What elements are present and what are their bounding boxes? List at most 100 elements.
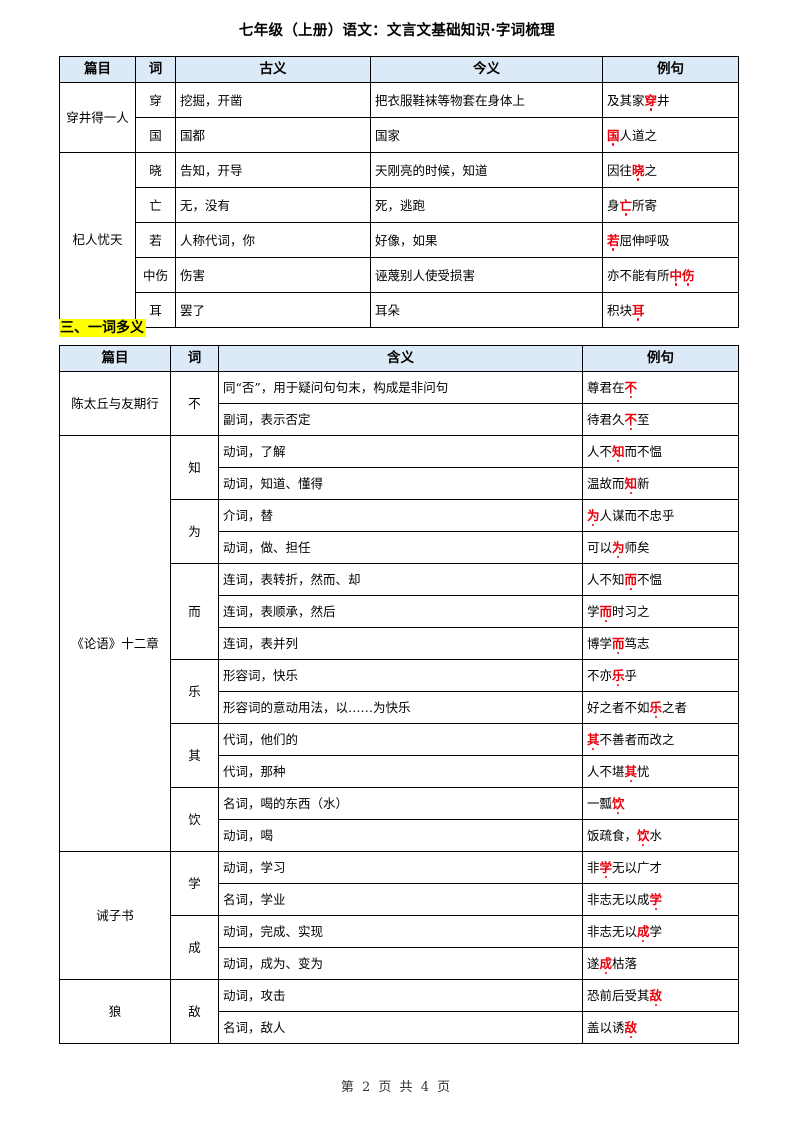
page-title: 七年级（上册）语文：文言文基础知识·字词梳理 [238,22,556,39]
example-sentence-cell: 遂成枯落 [582,947,739,980]
example-prefix: 非志无以 [587,924,638,939]
table-row: 为介词，替 为人谋而不忠乎 [60,499,739,564]
word-cell: 乐 [170,659,219,724]
highlighted-character: 成 [599,956,613,974]
meaning-cell: 连词，表转折，然而、却 [218,563,583,596]
meaning-cell: 代词，他们的 [218,723,583,756]
example-suffix: 学 [649,924,663,939]
table-row: 动词，成为、变为 遂成枯落 [60,947,739,980]
example-prefix: 尊君在 [587,380,625,395]
meaning-cell: 名词，学业 [218,883,583,916]
example-prefix: 盖以诱 [587,1020,625,1035]
th-word-2: 词 [170,345,219,372]
example-suffix: 新 [637,476,650,491]
highlighted-character: 知 [612,444,625,462]
highlighted-character: 饮 [612,796,625,814]
highlighted-character: 不 [624,412,638,430]
example-prefix: 博学 [587,636,613,651]
table-row: 成动词，完成、实现 非志无以成学 [60,915,739,980]
ancient-meaning-cell: 无，没有 [175,187,371,223]
word-cell: 亡 [135,187,176,223]
modern-meaning-cell: 耳朵 [370,292,603,328]
modern-meaning-cell: 诬蔑别人使受损害 [370,257,603,293]
example-prefix: 温故而 [587,476,625,491]
example-suffix: 不善者而改之 [599,732,675,747]
table-two-header-row: 篇目 词 含义 例句 [59,345,739,372]
table-row: 而连词，表转折，然而、却 人不知而不愠 [60,563,739,660]
piece-cell: 陈太丘与友期行 [59,371,171,436]
highlighted-character: 若 [607,232,620,251]
example-sentence-cell: 因往晓之 [602,152,739,188]
table-row: 动词，做、担任 可以为师矣 [60,531,739,564]
meaning-cell: 动词，完成、实现 [218,915,583,948]
example-prefix: 遂 [587,956,600,971]
piece-cell: 《论语》十二章 [59,435,171,852]
table-row: 动词，知道、懂得 温故而知新 [60,467,739,500]
th-example-2: 例句 [582,345,739,372]
example-sentence-cell: 学而时习之 [582,595,739,628]
example-suffix: 人道之 [619,127,658,143]
example-prefix: 一瓢 [587,796,613,811]
section-heading-three-label: 三、一词多义 [59,319,146,337]
word-cell: 为 [170,499,219,564]
highlighted-character: 敌 [649,988,663,1006]
table-two-body: 陈太丘与友期行不同“否”，用于疑问句句末，构成是非问句 尊君在不 副词，表示否定 待君… [59,371,739,1044]
meaning-cell: 动词，喝 [218,819,583,852]
example-prefix: 学 [587,604,600,619]
piece-cell: 杞人忧天 [59,152,136,328]
ancient-meaning-cell: 告知，开导 [175,152,371,188]
highlighted-character: 学 [649,892,663,910]
example-sentence-cell: 盖以诱敌 [582,1011,739,1044]
highlighted-character: 中 [669,267,683,286]
th-ancient: 古义 [175,56,371,83]
word-cell: 敌 [170,979,219,1044]
meaning-cell: 动词，知道、懂得 [218,467,583,500]
example-sentence-cell: 好之者不如乐之者 [582,691,739,724]
example-sentence-cell: 非志无以成学 [582,883,739,916]
highlighted-character: 其 [587,732,600,750]
th-modern: 今义 [370,56,603,83]
table-row: 陈太丘与友期行不同“否”，用于疑问句句末，构成是非问句 尊君在不 [59,371,739,436]
word-cell: 学 [170,851,219,916]
word-cell: 其 [170,723,219,788]
ancient-meaning-cell: 罢了 [175,292,371,328]
meaning-cell: 动词，学习 [218,851,583,884]
example-prefix: 人不堪 [587,764,625,779]
example-prefix: 恐前后受其 [587,988,650,1003]
piece-cell: 诫子书 [59,851,171,980]
example-prefix: 人不 [587,444,613,459]
highlighted-character: 成 [637,924,650,942]
example-suffix: 水 [649,828,663,843]
highlighted-character: 乐 [612,668,625,686]
example-prefix: 身 [607,197,620,213]
example-sentence-cell: 饭疏食，饮水 [582,819,739,852]
table-row: 亡无，没有 死，逃跑 身亡所寄 [60,187,739,223]
meaning-cell: 动词，成为、变为 [218,947,583,980]
example-prefix: 及其家 [607,92,645,108]
example-sentence-cell: 人不知而不愠 [582,435,739,468]
example-suffix: 至 [637,412,650,427]
th-piece-2: 篇目 [59,345,171,372]
table-row: 动词，喝 饭疏食，饮水 [60,819,739,852]
example-sentence-cell: 可以为师矣 [582,531,739,564]
example-prefix: 人不知 [587,572,625,587]
example-suffix: 时习之 [612,604,650,619]
highlighted-character: 而 [612,636,625,654]
page-footer: 第 2 页 共 4 页 [340,1080,453,1095]
example-sentence-cell: 温故而知新 [582,467,739,500]
table-row: 副词，表示否定 待君久不至 [60,403,739,436]
meaning-cell: 形容词的意动用法，以……为快乐 [218,691,583,724]
example-sentence-cell: 国人道之 [602,117,739,153]
meaning-cell: 名词，敌人 [218,1011,583,1044]
example-sentence-cell: 其不善者而改之 [582,723,739,756]
table-row: 诫子书学动词，学习 非学无以广才 [59,851,739,980]
table-one-header-row: 篇目 词 古义 今义 例句 [59,56,739,83]
example-prefix: 亦不能有所 [607,267,670,283]
table-row: 《论语》十二章知动词，了解 人不知而不愠 [59,435,739,852]
example-sentence-cell: 一瓢饮 [582,787,739,820]
example-sentence-cell: 人不堪其忧 [582,755,739,788]
ancient-meaning-cell: 人称代词，你 [175,222,371,258]
word-cell: 穿 [135,82,176,118]
example-sentence-cell: 亦不能有所中伤 [602,257,739,293]
